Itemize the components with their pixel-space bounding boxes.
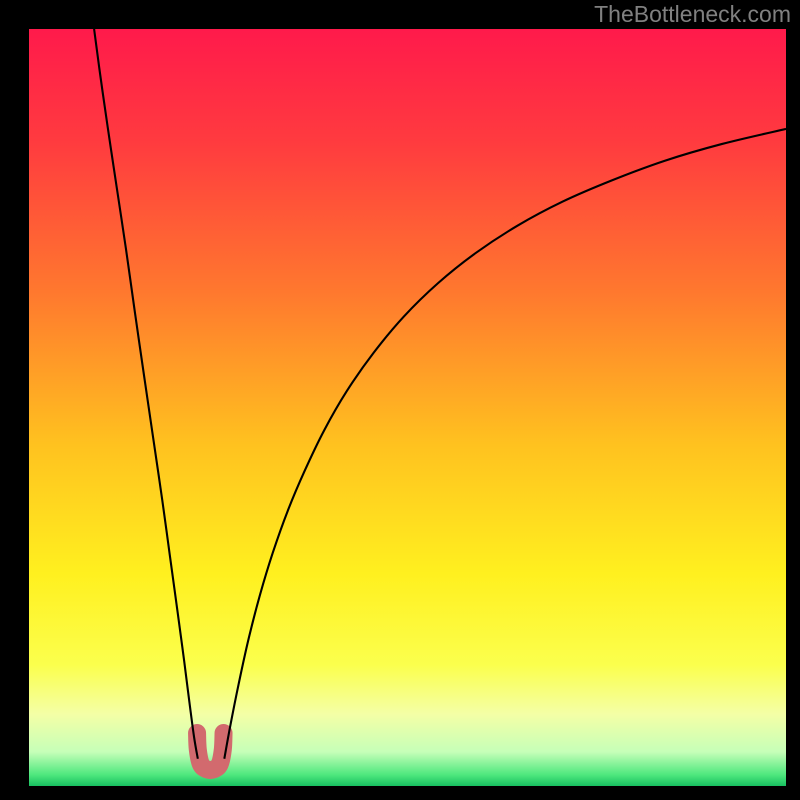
watermark-text: TheBottleneck.com [594, 1, 791, 28]
plot-area [29, 29, 786, 786]
curve-left [94, 29, 198, 759]
curve-right [224, 129, 786, 759]
gradient-background [29, 29, 786, 786]
valley-u-marker [197, 733, 224, 770]
chart-svg [29, 29, 786, 786]
